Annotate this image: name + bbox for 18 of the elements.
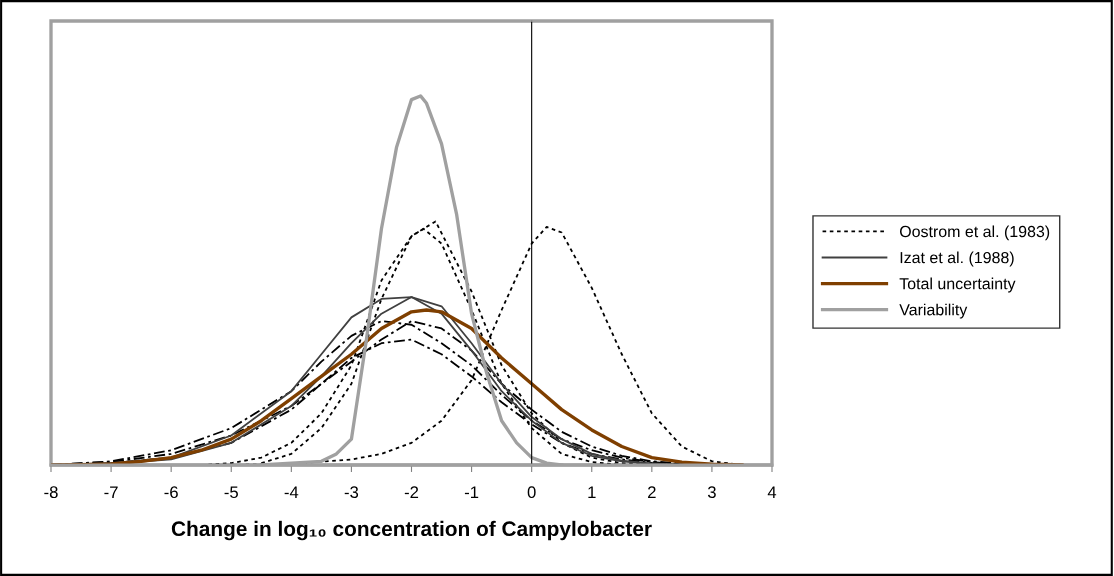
x-tick-label: -1: [464, 486, 479, 498]
x-tick-label: -6: [164, 486, 178, 499]
x-tick-label: -5: [224, 486, 238, 499]
x-tick-label: -3: [344, 486, 359, 499]
x-tick-label: 3: [707, 486, 716, 499]
x-axis-title: Change in log₁₀ concentration of Campylobacter: [171, 520, 652, 541]
legend-label: Variability: [899, 303, 968, 319]
legend-label: Total uncertainty: [899, 277, 1016, 293]
legend-label: Izat et al. (1988): [900, 251, 1014, 267]
x-tick-label: 4: [767, 486, 777, 498]
x-tick-label: 2: [648, 486, 656, 498]
x-tick-label: -2: [404, 486, 419, 498]
x-tick-label: 1: [588, 486, 596, 498]
legend-label: Oostrom et al. (1983): [899, 225, 1050, 241]
x-tick-label: -7: [104, 486, 118, 498]
x-tick-label: 0: [527, 486, 536, 499]
x-tick-label: -8: [44, 486, 58, 499]
x-tick-label: -4: [284, 486, 299, 498]
